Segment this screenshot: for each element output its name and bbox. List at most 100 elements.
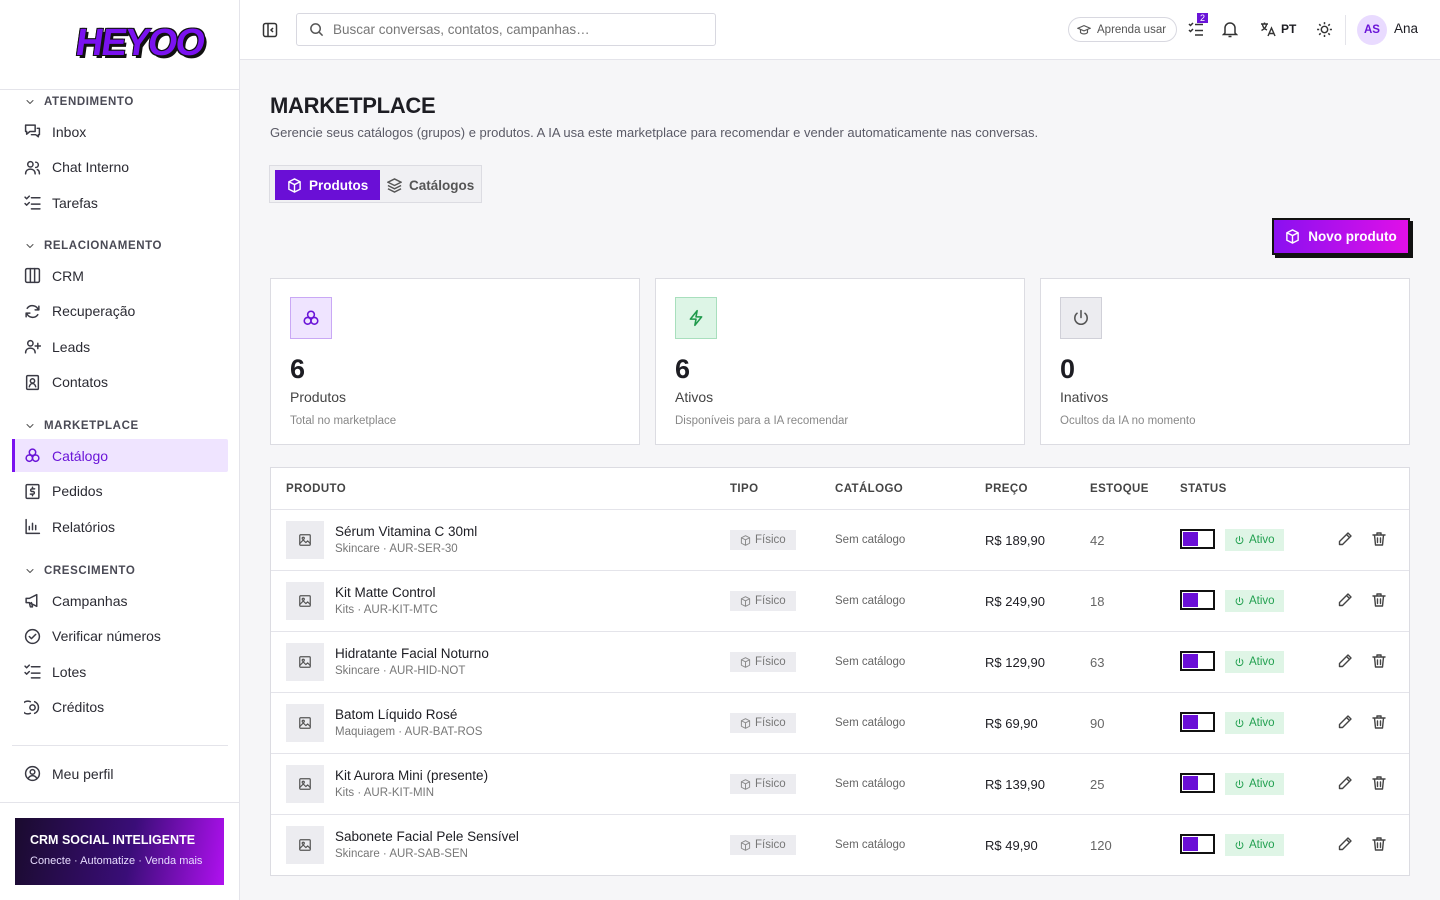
type-cell: Físico: [730, 815, 796, 875]
divider: [1345, 15, 1346, 45]
product-thumbnail: [286, 765, 324, 803]
tasks-button[interactable]: [1188, 21, 1204, 42]
icon: [1234, 718, 1245, 729]
nav-section-header[interactable]: CRESCIMENTO: [24, 565, 135, 577]
edit-button[interactable]: [1337, 531, 1353, 547]
table-row: Batom Líquido Rosé Maquiagem · AUR-BAT-RO…: [271, 692, 1409, 753]
product-name: Sérum Vitamina C 30ml: [335, 524, 478, 539]
user-name[interactable]: Ana: [1394, 21, 1419, 36]
edit-button[interactable]: [1337, 836, 1353, 852]
nav-item[interactable]: Chat Interno: [12, 151, 228, 184]
nav-item[interactable]: Pedidos: [12, 475, 228, 508]
stat-note: Disponíveis para a IA recomendar: [675, 415, 849, 427]
icon: [740, 778, 751, 790]
delete-button[interactable]: [1371, 836, 1387, 852]
nav-item[interactable]: Inbox: [12, 115, 228, 148]
nav-section-header[interactable]: RELACIONAMENTO: [24, 240, 162, 252]
avatar[interactable]: AS: [1357, 15, 1387, 45]
status-label: Ativo: [1249, 778, 1275, 790]
edit-button[interactable]: [1337, 714, 1353, 730]
nav-item[interactable]: Contatos: [12, 366, 228, 399]
stat-icon: [675, 297, 717, 339]
icon: [740, 534, 751, 546]
nav-item[interactable]: Créditos: [12, 691, 228, 724]
promo-title: CRM SOCIAL INTELIGENTE: [30, 833, 196, 847]
type-cell: Físico: [730, 571, 796, 631]
status-label: Ativo: [1249, 717, 1275, 729]
language-button[interactable]: PT: [1260, 21, 1296, 37]
nav-label: Verificar números: [52, 628, 161, 644]
status-toggle[interactable]: [1180, 773, 1215, 793]
type-badge: Físico: [730, 774, 796, 794]
icon: [1234, 596, 1245, 607]
logo[interactable]: HEYOO: [73, 22, 207, 64]
price-cell: R$ 189,90: [985, 532, 1045, 548]
product-meta: Skincare · AUR-HID-NOT: [335, 665, 466, 677]
delete-button[interactable]: [1371, 653, 1387, 669]
collapse-button[interactable]: [262, 22, 278, 43]
status-toggle[interactable]: [1180, 651, 1215, 671]
page-description: Gerencie seus catálogos (grupos) e produ…: [270, 125, 1039, 140]
delete-button[interactable]: [1371, 775, 1387, 791]
theme-button[interactable]: [1316, 21, 1333, 43]
type-cell: Físico: [730, 754, 796, 814]
nav-item[interactable]: Recuperação: [12, 295, 228, 328]
icon: [24, 565, 36, 577]
search-box[interactable]: Buscar conversas, contatos, campanhas…: [296, 13, 716, 46]
tasks-badge: 2: [1197, 13, 1209, 23]
stock-cell: 18: [1090, 593, 1105, 609]
delete-button[interactable]: [1371, 531, 1387, 547]
column-header: STATUS: [1180, 483, 1227, 495]
icon: [1337, 531, 1353, 547]
nav-item[interactable]: Verificar números: [12, 620, 228, 653]
icon: [24, 628, 41, 645]
nav-item[interactable]: Catálogo: [12, 439, 228, 472]
nav-item[interactable]: Lotes: [12, 655, 228, 688]
status-toggle[interactable]: [1180, 529, 1215, 549]
nav-item[interactable]: CRM: [12, 259, 228, 292]
stat-label: Ativos: [675, 389, 714, 405]
edit-button[interactable]: [1337, 592, 1353, 608]
type-cell: Físico: [730, 632, 796, 692]
nav-section-header[interactable]: MARKETPLACE: [24, 420, 139, 432]
nav-item[interactable]: Campanhas: [12, 584, 228, 617]
promo-banner[interactable]: CRM SOCIAL INTELIGENTE Conecte · Automat…: [15, 818, 224, 885]
nav-item[interactable]: Meu perfil: [12, 757, 228, 790]
tab-label: Produtos: [309, 177, 369, 193]
product-meta: Kits · AUR-KIT-MTC: [335, 604, 438, 616]
nav-label: Leads: [52, 338, 91, 355]
product-meta: Skincare · AUR-SAB-SEN: [335, 848, 468, 860]
table-row: Kit Aurora Mini (presente) Kits · AUR-KIT…: [271, 753, 1409, 814]
stat-card: 0 Inativos Ocultos da IA no momento: [1040, 278, 1410, 445]
nav-section-header[interactable]: ATENDIMENTO: [24, 96, 134, 108]
nav-item[interactable]: Tarefas: [12, 186, 228, 219]
new-product-button[interactable]: Novo produto: [1272, 218, 1410, 255]
catalog-cell: Sem catálogo: [835, 656, 906, 668]
nav-item[interactable]: Leads: [12, 330, 228, 363]
tab[interactable]: Produtos: [275, 170, 381, 200]
status-label: Ativo: [1249, 595, 1275, 607]
icon: [24, 96, 36, 108]
help-button[interactable]: Aprenda usar: [1068, 17, 1178, 42]
nav-item[interactable]: Relatórios: [12, 510, 228, 543]
icon: [1371, 653, 1387, 669]
icon: [1371, 714, 1387, 730]
edit-button[interactable]: [1337, 653, 1353, 669]
status-badge: Ativo: [1225, 651, 1284, 673]
nav-label: Inbox: [52, 123, 87, 140]
status-toggle[interactable]: [1180, 590, 1215, 610]
edit-button[interactable]: [1337, 775, 1353, 791]
icon: [1371, 592, 1387, 608]
icon: [24, 303, 41, 320]
catalog-cell: Sem catálogo: [835, 595, 906, 607]
notifications-button[interactable]: [1221, 21, 1239, 43]
product-meta: Kits · AUR-KIT-MIN: [335, 787, 435, 799]
status-toggle[interactable]: [1180, 712, 1215, 732]
tab[interactable]: Catálogos: [375, 170, 486, 200]
delete-button[interactable]: [1371, 592, 1387, 608]
icon: [1234, 840, 1245, 851]
type-cell: Físico: [730, 510, 796, 570]
delete-button[interactable]: [1371, 714, 1387, 730]
status-toggle[interactable]: [1180, 834, 1215, 854]
table-row: Sérum Vitamina C 30ml Skincare · AUR-SER-…: [271, 509, 1409, 570]
